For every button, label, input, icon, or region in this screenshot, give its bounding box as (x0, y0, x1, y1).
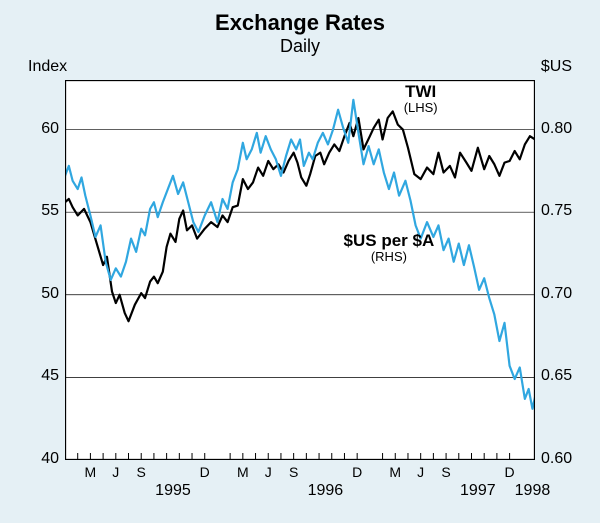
x-minor-tick: J (108, 464, 124, 480)
x-year-label: 1995 (148, 482, 198, 500)
series-label-usd: $US per $A (RHS) (334, 232, 444, 263)
left-tick: 45 (41, 367, 59, 385)
right-tick: 0.60 (541, 450, 572, 468)
series-label-twi-sub: (LHS) (366, 101, 476, 115)
x-minor-tick: D (197, 464, 213, 480)
x-minor-tick: S (133, 464, 149, 480)
chart-title: Exchange Rates (0, 10, 600, 36)
x-year-label: 1998 (507, 482, 557, 500)
x-minor-tick: M (235, 464, 251, 480)
x-minor-tick: S (438, 464, 454, 480)
series-label-usd-name: $US per $A (344, 231, 435, 250)
x-year-label: 1996 (300, 482, 350, 500)
plot-svg (65, 80, 535, 460)
left-tick: 55 (41, 202, 59, 220)
right-tick: 0.70 (541, 285, 572, 303)
x-minor-tick: J (413, 464, 429, 480)
series-label-twi-name: TWI (405, 82, 436, 101)
right-tick: 0.75 (541, 202, 572, 220)
plot-area (65, 80, 535, 460)
x-year-label: 1997 (453, 482, 503, 500)
left-tick: 60 (41, 120, 59, 138)
right-axis-title: $US (541, 58, 572, 76)
x-minor-tick: M (82, 464, 98, 480)
x-minor-tick: D (502, 464, 518, 480)
series--us-per-a (65, 100, 535, 409)
x-minor-tick: D (349, 464, 365, 480)
right-tick: 0.80 (541, 120, 572, 138)
x-minor-tick: S (286, 464, 302, 480)
left-tick: 40 (41, 450, 59, 468)
left-axis-title: Index (28, 58, 67, 76)
right-tick: 0.65 (541, 367, 572, 385)
chart-subtitle: Daily (0, 36, 600, 57)
exchange-rates-chart: Exchange Rates Daily Index $US 40 45 50 55 6… (0, 0, 600, 523)
x-minor-tick: J (260, 464, 276, 480)
series-label-twi: TWI (LHS) (366, 83, 476, 114)
x-minor-tick: M (387, 464, 403, 480)
left-tick: 50 (41, 285, 59, 303)
series-label-usd-sub: (RHS) (334, 250, 444, 264)
